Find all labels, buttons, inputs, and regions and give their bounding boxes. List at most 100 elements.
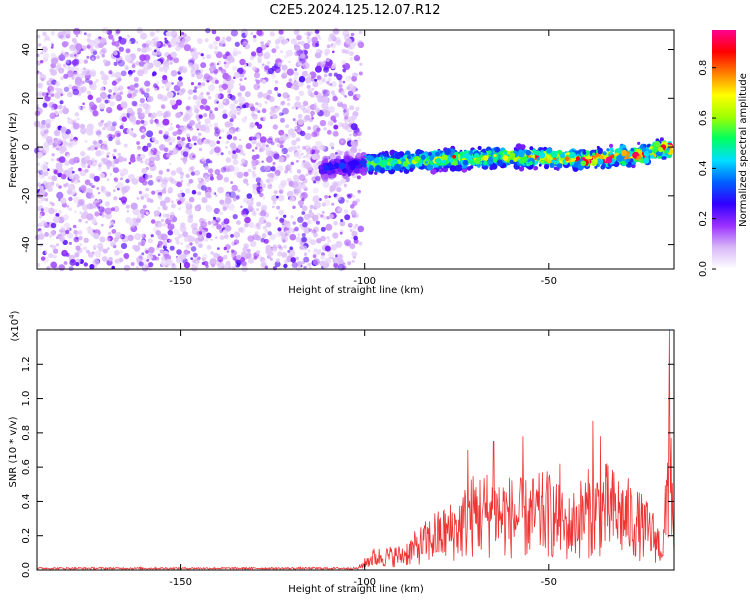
noise-speckle (177, 42, 185, 49)
noise-speckle (100, 150, 105, 155)
noise-speckle (83, 237, 89, 243)
noise-speckle (107, 235, 113, 242)
noise-speckle (322, 108, 328, 114)
noise-speckle (222, 166, 227, 171)
noise-speckle (328, 72, 333, 77)
noise-speckle (175, 240, 180, 245)
noise-speckle (330, 115, 337, 121)
noise-speckle (296, 160, 299, 163)
noise-speckle (144, 46, 150, 53)
noise-speckle (224, 197, 232, 205)
noise-speckle (269, 233, 276, 240)
noise-speckle (350, 204, 355, 209)
noise-speckle (356, 137, 362, 143)
noise-speckle (328, 106, 335, 113)
heatmap-x-tick-label: -100 (353, 276, 376, 287)
noise-speckle (290, 80, 294, 84)
noise-speckle (323, 127, 327, 131)
noise-speckle (256, 250, 261, 255)
noise-speckle (290, 257, 297, 263)
noise-speckle (135, 40, 139, 44)
noise-speckle (113, 61, 118, 66)
noise-speckle (183, 161, 187, 165)
noise-speckle (257, 110, 261, 114)
signal-speckle (514, 164, 519, 169)
signal-speckle (600, 164, 606, 170)
noise-speckle (225, 36, 232, 42)
noise-speckle (202, 253, 208, 260)
snr-y-tick-label: 0.4 (21, 493, 32, 509)
noise-speckle (218, 210, 223, 215)
noise-speckle (87, 147, 91, 151)
noise-speckle (309, 92, 315, 98)
noise-speckle (344, 239, 352, 247)
signal-speckle (529, 146, 534, 151)
noise-speckle (313, 201, 321, 209)
noise-speckle (125, 55, 132, 63)
noise-speckle (77, 232, 80, 235)
noise-speckle (204, 38, 209, 43)
noise-speckle (39, 189, 46, 196)
noise-speckle (215, 194, 218, 197)
noise-speckle (140, 160, 144, 164)
noise-speckle (227, 165, 235, 172)
noise-speckle (69, 259, 77, 266)
noise-speckle (78, 235, 83, 241)
noise-speckle (83, 59, 89, 64)
noise-speckle (74, 76, 83, 85)
noise-speckle (285, 124, 289, 129)
noise-speckle (191, 261, 199, 270)
noise-speckle (98, 161, 103, 167)
snr-x-tick-label: -50 (541, 577, 557, 588)
noise-speckle (42, 56, 49, 63)
noise-speckle (280, 117, 285, 123)
noise-speckle (190, 171, 196, 176)
noise-speckle (113, 196, 118, 201)
noise-speckle (256, 46, 263, 54)
noise-speckle (230, 181, 234, 184)
signal-speckle (449, 148, 456, 154)
noise-speckle (141, 90, 146, 95)
noise-speckle (73, 53, 77, 57)
noise-speckle (202, 180, 207, 185)
noise-speckle (338, 100, 341, 104)
noise-speckle (234, 41, 240, 47)
signal-speckle (503, 151, 507, 155)
noise-speckle (116, 133, 121, 137)
noise-speckle (88, 83, 94, 89)
signal-speckle (462, 159, 469, 166)
noise-speckle (232, 66, 238, 72)
snr-x-axis-label: Height of straight line (km) (288, 584, 424, 595)
noise-speckle (56, 62, 62, 68)
noise-speckle (242, 104, 247, 109)
noise-speckle (100, 86, 105, 92)
noise-speckle (52, 168, 55, 171)
noise-speckle (237, 144, 243, 150)
noise-speckle (276, 195, 279, 199)
noise-speckle (84, 139, 88, 144)
noise-speckle (257, 85, 260, 89)
noise-speckle (231, 254, 235, 258)
signal-speckle (543, 164, 550, 170)
noise-speckle (170, 178, 176, 184)
noise-speckle (304, 132, 312, 140)
noise-speckle (185, 208, 193, 215)
noise-speckle (233, 166, 240, 173)
signal-speckle (483, 160, 488, 166)
signal-speckle (406, 154, 412, 160)
noise-speckle (313, 232, 318, 238)
noise-speckle (301, 152, 304, 156)
noise-speckle (67, 117, 70, 120)
noise-speckle (234, 263, 237, 266)
noise-speckle (66, 168, 73, 174)
noise-speckle (109, 225, 112, 229)
noise-speckle (247, 248, 251, 253)
noise-speckle (345, 199, 349, 203)
noise-speckle (214, 169, 221, 175)
noise-speckle (276, 91, 279, 95)
noise-speckle (103, 74, 110, 81)
noise-speckle (58, 210, 62, 215)
noise-speckle (44, 35, 50, 41)
noise-speckle (109, 101, 115, 107)
noise-speckle (302, 145, 307, 150)
